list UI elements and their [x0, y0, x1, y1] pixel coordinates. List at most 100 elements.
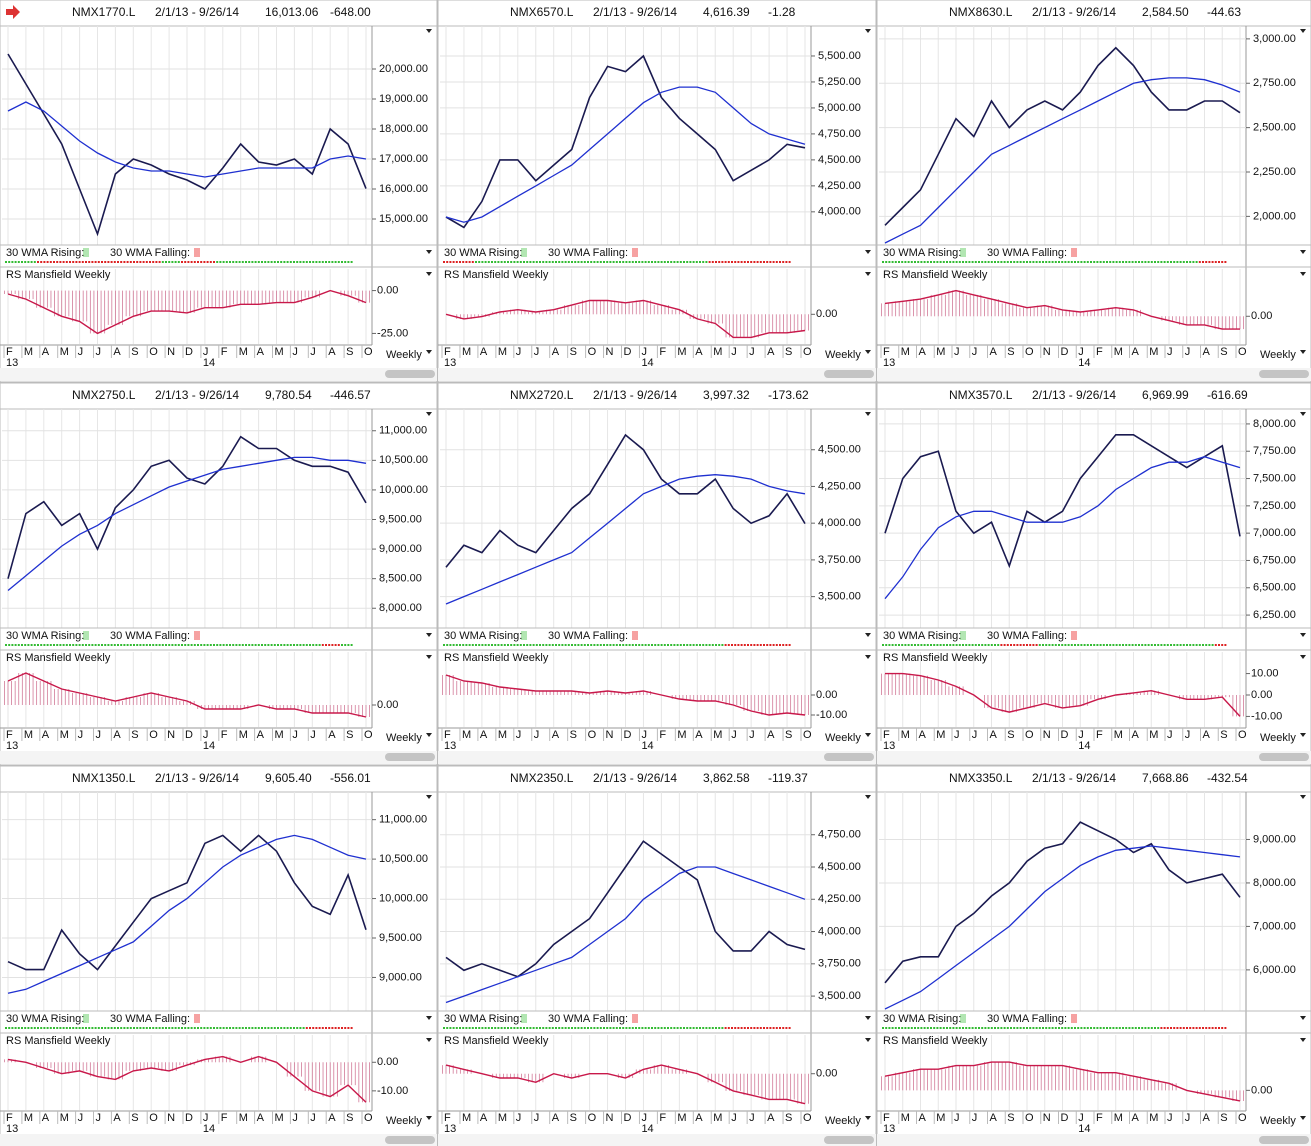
wma-dot [484, 644, 487, 646]
wma-dot [94, 1027, 97, 1029]
price-line [445, 54, 806, 229]
wma-dot [631, 1027, 634, 1029]
wma-dot [238, 644, 241, 646]
wma-dot [692, 261, 695, 263]
chart-panel: NMX3570.L 2/1/13 - 9/26/14 6,969.99 -616.69… [876, 382, 1311, 766]
wma-dot [465, 644, 468, 646]
period-dropdown[interactable] [426, 733, 432, 737]
scrollbar-thumb[interactable] [1259, 753, 1309, 761]
wma-dot [24, 644, 27, 646]
scrollbar-thumb[interactable] [1259, 370, 1309, 378]
strip-dropdown[interactable] [865, 250, 871, 254]
strip-dropdown[interactable] [426, 250, 432, 254]
y-tick-label: 2,500.00 [1253, 122, 1296, 134]
period-dropdown[interactable] [865, 1116, 871, 1120]
wma-dot [318, 261, 321, 263]
scale-dropdown[interactable] [426, 29, 432, 33]
wma-dot [731, 1027, 733, 1029]
period-dropdown[interactable] [865, 733, 871, 737]
scrollbar-thumb[interactable] [1259, 1136, 1309, 1144]
scale-dropdown[interactable] [1300, 29, 1306, 33]
wma-dot [245, 644, 247, 646]
rs-dropdown[interactable] [426, 655, 432, 659]
scrollbar-thumb[interactable] [824, 1136, 874, 1144]
x-tick-label: F [221, 729, 228, 741]
scale-dropdown[interactable] [865, 29, 871, 33]
wma-dot [1090, 1027, 1092, 1029]
strip-dropdown[interactable] [1300, 633, 1306, 637]
wma-dot [177, 1027, 180, 1029]
wma-dot [676, 261, 679, 263]
strip-dropdown[interactable] [1300, 250, 1306, 254]
wma-dot [507, 261, 509, 263]
scale-dropdown[interactable] [865, 412, 871, 416]
wma-dot [181, 1027, 183, 1029]
wma-dot [101, 1027, 103, 1029]
strip-dropdown[interactable] [426, 1016, 432, 1020]
rs-dropdown[interactable] [865, 1038, 871, 1042]
rs-dropdown[interactable] [1300, 272, 1306, 276]
wma-dot [901, 261, 904, 263]
wma-dot [459, 261, 461, 263]
wma-dot [56, 644, 59, 646]
price-change: -432.54 [1207, 771, 1248, 785]
rs-dropdown[interactable] [865, 272, 871, 276]
wma-dot [1035, 644, 1038, 646]
wma-dot [145, 261, 148, 263]
wma-dot [110, 261, 113, 263]
rs-dropdown[interactable] [426, 1038, 432, 1042]
strip-dropdown[interactable] [1300, 1016, 1306, 1020]
x-tick-label: M [24, 1112, 33, 1124]
strip-dropdown[interactable] [865, 633, 871, 637]
strip-dropdown[interactable] [865, 1016, 871, 1020]
period-dropdown[interactable] [426, 1116, 432, 1120]
period-dropdown[interactable] [1300, 733, 1306, 737]
wma-dot [894, 1027, 897, 1029]
scale-dropdown[interactable] [1300, 795, 1306, 799]
wma-dot [641, 644, 644, 646]
x-tick-label: J [96, 346, 102, 358]
period-dropdown[interactable] [1300, 350, 1306, 354]
scrollbar-thumb[interactable] [385, 370, 435, 378]
wma-dot [241, 1027, 244, 1029]
scrollbar-thumb[interactable] [385, 753, 435, 761]
wma-dot [283, 1027, 286, 1029]
scale-dropdown[interactable] [426, 795, 432, 799]
scrollbar-thumb[interactable] [824, 753, 874, 761]
wma-dot [904, 1027, 907, 1029]
wma-dot [14, 261, 17, 263]
menu-arrow-icon[interactable] [6, 5, 20, 19]
x-tick-label: S [346, 346, 353, 358]
price-change: -119.37 [768, 771, 808, 785]
wma-dot [33, 261, 36, 263]
wma-dot [1077, 644, 1080, 646]
scrollbar-thumb[interactable] [385, 1136, 435, 1144]
scale-dropdown[interactable] [865, 795, 871, 799]
wma-dot [101, 261, 103, 263]
period-dropdown[interactable] [426, 350, 432, 354]
rs-dropdown[interactable] [865, 655, 871, 659]
wma-dot [503, 644, 506, 646]
scrollbar-thumb[interactable] [824, 370, 874, 378]
scale-dropdown[interactable] [426, 412, 432, 416]
period-dropdown[interactable] [1300, 1116, 1306, 1120]
wma-dot [497, 1027, 500, 1029]
wma-dot [958, 261, 961, 263]
wma-dot [21, 261, 23, 263]
wma-dot [593, 261, 596, 263]
wma-dot [1032, 261, 1035, 263]
wma-dot [1112, 1027, 1115, 1029]
x-tick-label: A [552, 729, 560, 741]
x-tick-label: S [346, 729, 353, 741]
x-tick-label: M [1149, 729, 1158, 741]
last-price: 7,668.86 [1142, 771, 1189, 785]
rs-dropdown[interactable] [426, 272, 432, 276]
period-dropdown[interactable] [865, 350, 871, 354]
date-range: 2/1/13 - 9/26/14 [155, 771, 239, 785]
strip-dropdown[interactable] [426, 633, 432, 637]
rs-dropdown[interactable] [1300, 1038, 1306, 1042]
y-tick-label: 7,750.00 [1253, 445, 1296, 457]
panel-background [0, 765, 438, 1146]
rs-dropdown[interactable] [1300, 655, 1306, 659]
scale-dropdown[interactable] [1300, 412, 1306, 416]
